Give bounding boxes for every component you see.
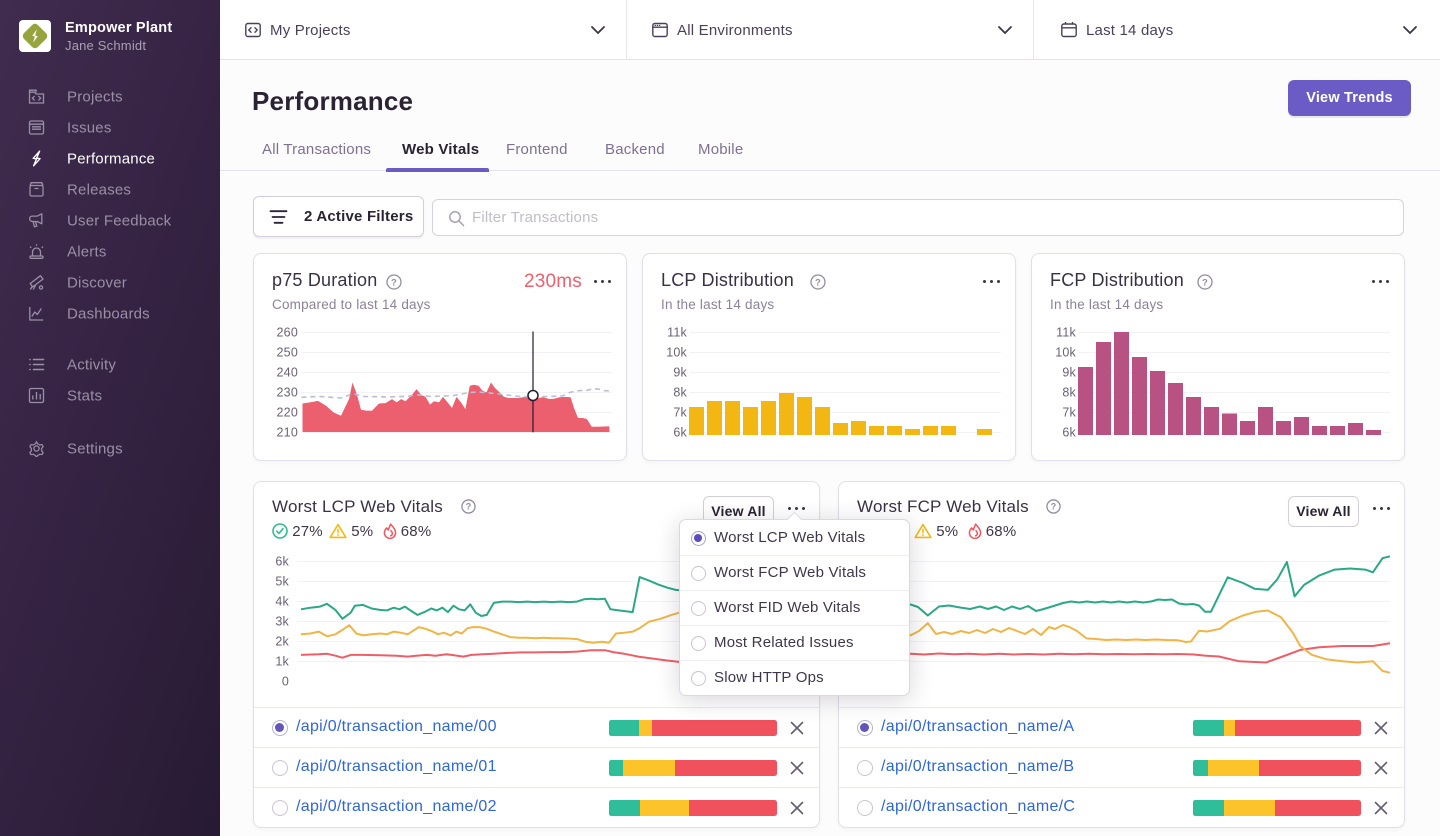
svg-text:210: 210 (277, 426, 298, 440)
svg-text:6k: 6k (275, 555, 289, 569)
svg-text:8k: 8k (1062, 386, 1076, 400)
svg-text:5k: 5k (275, 575, 289, 589)
svg-text:8k: 8k (673, 386, 687, 400)
svg-text:230: 230 (277, 386, 298, 400)
svg-text:0: 0 (282, 675, 289, 689)
svg-text:6k: 6k (673, 426, 687, 440)
svg-text:10k: 10k (1055, 346, 1076, 360)
svg-text:2k: 2k (275, 635, 289, 649)
svg-text:240: 240 (277, 366, 298, 380)
svg-text:7k: 7k (673, 406, 687, 420)
svg-text:9k: 9k (673, 366, 687, 380)
svg-text:220: 220 (277, 406, 298, 420)
svg-text:3k: 3k (275, 615, 289, 629)
svg-text:11k: 11k (1056, 326, 1076, 340)
svg-text:260: 260 (277, 326, 298, 340)
svg-text:6k: 6k (1062, 426, 1076, 440)
svg-text:?: ? (466, 502, 472, 512)
svg-text:?: ? (1051, 502, 1057, 512)
svg-text:11k: 11k (667, 326, 687, 340)
svg-text:7k: 7k (1062, 406, 1076, 420)
svg-text:10k: 10k (666, 346, 687, 360)
svg-text:4k: 4k (275, 595, 289, 609)
svg-text:?: ? (391, 277, 397, 288)
svg-text:?: ? (815, 277, 821, 288)
svg-text:1k: 1k (275, 655, 289, 669)
svg-text:?: ? (1202, 277, 1208, 288)
svg-text:9k: 9k (1062, 366, 1076, 380)
svg-text:250: 250 (277, 346, 298, 360)
